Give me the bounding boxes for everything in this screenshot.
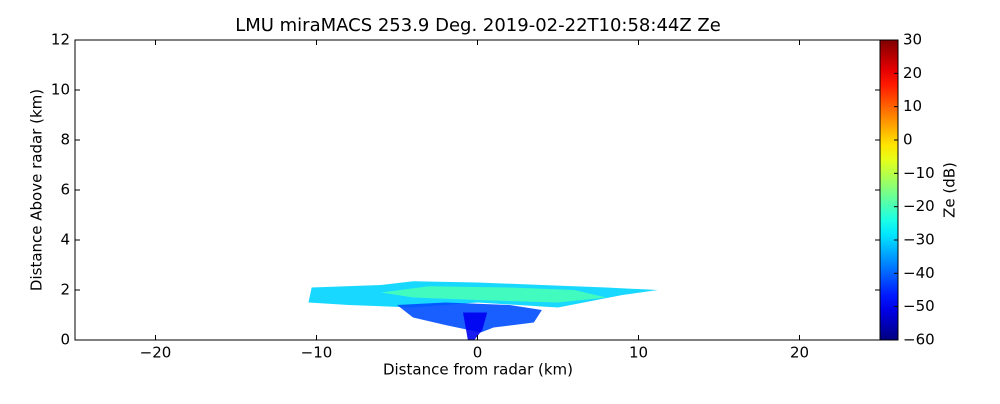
colorbar-tick-label: −20 [903,197,935,215]
x-tick-label: 0 [473,344,483,362]
x-tick-label: −20 [140,344,172,362]
x-tick-label: −10 [301,344,333,362]
colorbar-tick-label: 30 [903,31,922,49]
y-tick-label: 4 [60,231,70,249]
y-tick-label: 8 [60,131,70,149]
x-tick-label: 20 [790,344,809,362]
colorbar-tick-label: −60 [903,331,935,349]
colorbar-tick-label: −10 [903,164,935,182]
y-tick-label: 12 [51,31,70,49]
y-axis-label: Distance Above radar (km) [28,89,46,291]
colorbar [879,39,899,341]
colorbar-tick-label: −50 [903,297,935,315]
y-tick-label: 0 [60,331,70,349]
y-tick-label: 6 [60,181,70,199]
y-tick-label: 2 [60,281,70,299]
colorbar-tick-label: −30 [903,231,935,249]
colorbar-tick-label: 0 [903,131,913,149]
colorbar-tick-label: 20 [903,64,922,82]
colorbar-tick-label: −40 [903,264,935,282]
echo-region [380,286,607,303]
x-tick-label: 10 [629,344,648,362]
echo-region [463,312,488,340]
chart-title: LMU miraMACS 253.9 Deg. 2019-02-22T10:58… [235,15,721,36]
x-axis-label: Distance from radar (km) [383,361,573,379]
colorbar-tick-label: 10 [903,97,922,115]
colorbar-label: Ze (dB) [941,162,959,218]
y-tick-label: 10 [51,81,70,99]
